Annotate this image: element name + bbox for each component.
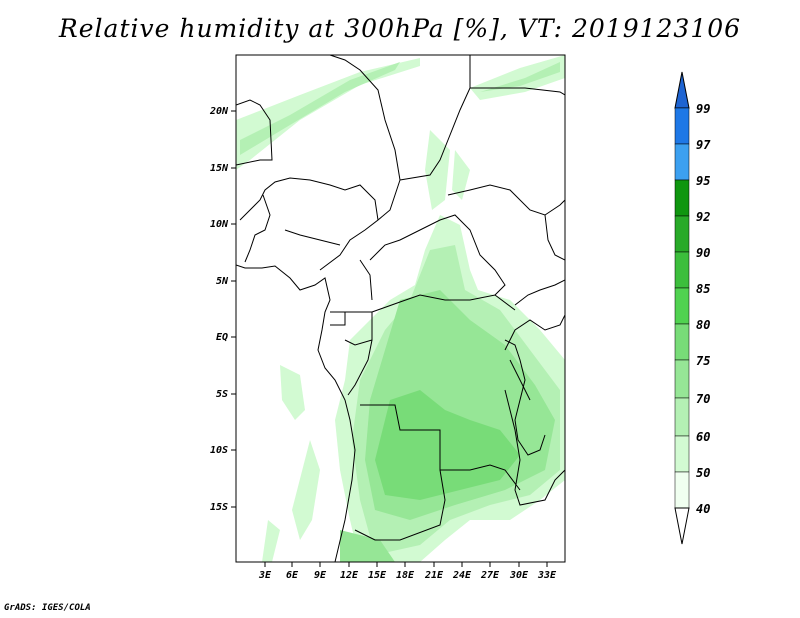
lon-tick-label: 12E	[340, 570, 359, 581]
colorbar-swatch	[674, 471, 690, 509]
country-borders	[236, 55, 565, 562]
lat-tick-label: 20N	[209, 106, 229, 117]
colorbar-swatch	[674, 287, 690, 325]
colorbar-top-arrow	[674, 71, 690, 109]
lon-tick-label: 3E	[258, 570, 272, 581]
colorbar-swatch	[674, 435, 690, 473]
humidity-shading	[236, 55, 565, 562]
colorbar-label: 40	[696, 502, 710, 516]
lon-tick-label: 18E	[396, 570, 415, 581]
colorbar-swatch	[674, 397, 690, 437]
colorbar-label: 75	[696, 354, 710, 368]
colorbar-label: 97	[696, 138, 711, 152]
colorbar-swatch	[674, 215, 690, 253]
lat-tick-label: 15N	[210, 163, 229, 174]
colorbar-swatch	[674, 323, 690, 361]
humidity-band-northwest	[236, 58, 420, 170]
colorbar-label: 95	[696, 174, 710, 188]
credit-text: GrADS: IGES/COLA	[4, 603, 91, 613]
colorbar-label: 50	[696, 466, 710, 480]
lon-axis: 3E 6E 9E 12E 15E 18E 21E 24E 27E 30E 33E	[258, 562, 557, 581]
colorbar-swatch	[674, 251, 690, 289]
lat-tick-label: 5N	[216, 276, 229, 287]
colorbar-label: 60	[696, 430, 710, 444]
lon-tick-label: 21E	[424, 570, 444, 581]
lon-tick-label: 15E	[368, 570, 387, 581]
lat-tick-label: 10N	[210, 219, 229, 230]
colorbar-swatch	[674, 359, 690, 399]
colorbar-swatch	[674, 107, 690, 145]
colorbar-label: 80	[696, 318, 710, 332]
lon-tick-label: 6E	[286, 570, 299, 581]
colorbar-label: 85	[696, 282, 710, 296]
map-frame	[235, 54, 566, 563]
lon-tick-label: 9E	[314, 570, 327, 581]
colorbar: 99 97 95 92 90 85 80 75 70 60 50 40	[674, 71, 711, 545]
lat-axis: 20N 15N 10N 5N EQ 5S 10S 15S	[209, 106, 236, 513]
lon-tick-label: 33E	[537, 570, 557, 581]
lat-tick-label: 15S	[210, 502, 228, 513]
humidity-streak-west	[280, 365, 305, 420]
colorbar-label: 92	[696, 210, 710, 224]
lat-tick-label: 5S	[216, 389, 228, 400]
colorbar-label: 70	[696, 392, 710, 406]
humidity-streak-north-central	[425, 130, 450, 210]
lat-tick-label: 10S	[210, 445, 228, 456]
colorbar-label: 99	[696, 102, 710, 116]
lon-tick-label: 30E	[509, 570, 529, 581]
colorbar-bottom-arrow	[674, 507, 690, 545]
lat-tick-label: EQ	[216, 332, 228, 343]
colorbar-swatch	[674, 143, 690, 181]
humidity-blob-southwest	[340, 530, 395, 562]
colorbar-swatch	[674, 179, 690, 217]
lon-tick-label: 27E	[480, 570, 500, 581]
map-title: Relative humidity at 300hPa [%], VT: 201…	[58, 14, 742, 43]
colorbar-label: 90	[696, 246, 710, 260]
humidity-band-northeast	[470, 55, 565, 100]
lon-tick-label: 24E	[452, 570, 472, 581]
